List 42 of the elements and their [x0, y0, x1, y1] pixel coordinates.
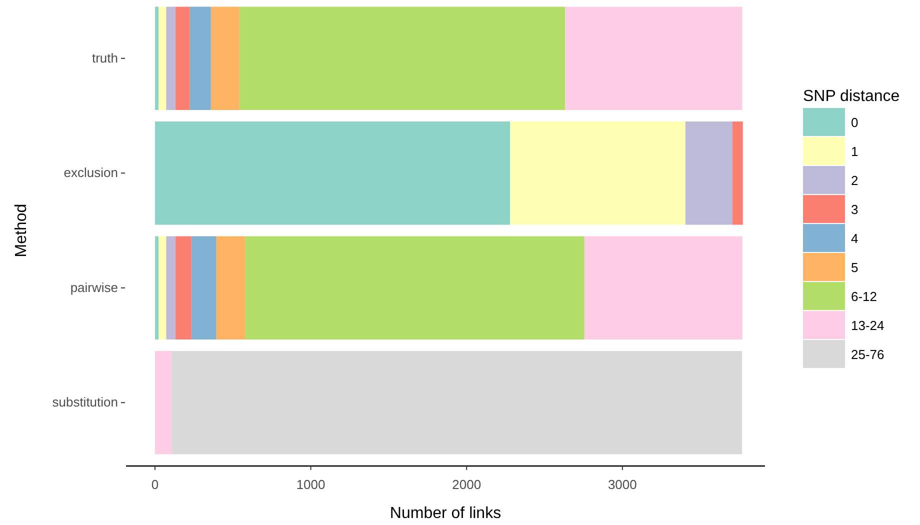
legend-label: 6-12	[851, 289, 878, 304]
bar	[172, 350, 742, 454]
bar	[210, 6, 240, 110]
bar	[216, 236, 246, 340]
x-tick-label: 1000	[296, 477, 326, 492]
bar	[158, 6, 166, 110]
bar	[510, 121, 686, 225]
legend-label: 5	[851, 260, 858, 275]
bar	[154, 350, 172, 454]
y-tick-label: substitution	[52, 394, 118, 410]
bar	[565, 6, 742, 110]
bar	[154, 6, 159, 110]
bar	[584, 236, 742, 340]
bar	[176, 236, 192, 340]
y-tick-label: pairwise	[70, 280, 118, 295]
bar	[240, 6, 566, 110]
legend-label: 1	[851, 144, 858, 159]
bar	[176, 6, 190, 110]
bar	[166, 6, 176, 110]
bar	[732, 121, 743, 225]
bar	[158, 236, 166, 340]
bar	[245, 236, 584, 340]
bar	[154, 121, 510, 225]
legend-label: 3	[851, 202, 858, 217]
legend-title: SNP distance	[803, 88, 900, 105]
legend-label: 2	[851, 173, 858, 188]
y-tick-label: exclusion	[64, 165, 118, 180]
x-tick-label: 0	[151, 477, 159, 492]
legend-label: 0	[851, 115, 858, 130]
legend-label: 4	[851, 231, 858, 246]
bar	[190, 6, 211, 110]
x-axis-title: Number of links	[390, 505, 502, 522]
bar	[166, 236, 176, 340]
x-tick-label: 2000	[452, 477, 482, 492]
y-tick-label: truth	[92, 50, 118, 66]
y-axis-title: Method	[13, 204, 30, 258]
x-tick-label: 3000	[608, 477, 637, 492]
legend-label: 25-76	[851, 347, 884, 362]
legend-label: 13-24	[851, 318, 884, 333]
bar	[192, 236, 216, 340]
bar	[685, 121, 732, 225]
bar	[154, 236, 159, 340]
